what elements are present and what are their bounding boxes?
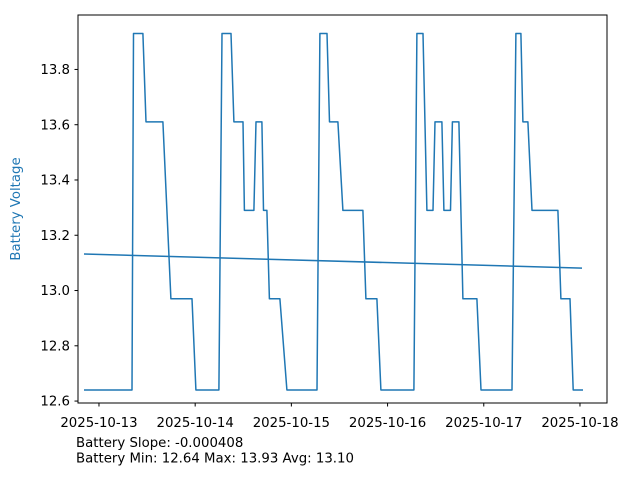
y-tick-label: 13.8 <box>40 63 70 78</box>
stats-text-line-1: Battery Slope: -0.000408 <box>76 436 243 451</box>
y-tick-label: 12.8 <box>40 339 70 354</box>
y-tick-label: 13.4 <box>40 174 70 189</box>
x-tick-label: 2025-10-17 <box>445 416 522 431</box>
x-tick-label: 2025-10-15 <box>253 416 330 431</box>
y-tick-label: 13.0 <box>40 284 70 299</box>
y-tick-label: 13.6 <box>40 118 70 133</box>
y-tick-label: 13.2 <box>40 229 70 244</box>
stats-text-line-2: Battery Min: 12.64 Max: 13.93 Avg: 13.10 <box>76 452 354 467</box>
y-axis-label: Battery Voltage <box>9 157 24 260</box>
trend-line <box>83 253 583 269</box>
x-tick-label: 2025-10-14 <box>157 416 234 431</box>
x-tick-label: 2025-10-16 <box>349 416 426 431</box>
x-tick-label: 2025-10-13 <box>60 416 137 431</box>
x-tick-label: 2025-10-18 <box>541 416 618 431</box>
y-tick-label: 12.6 <box>40 395 70 410</box>
battery-voltage-line <box>84 32 583 391</box>
